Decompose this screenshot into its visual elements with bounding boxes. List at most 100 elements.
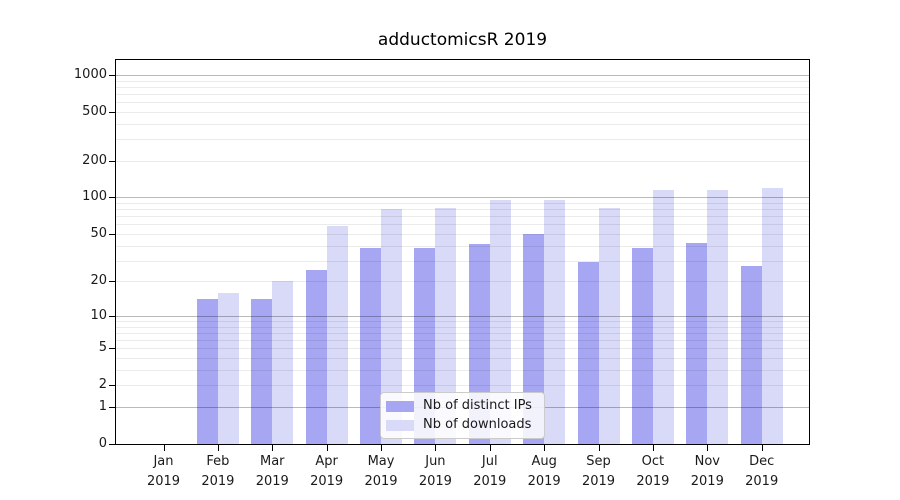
x-tick-nov [707,445,709,451]
bar-distinct-ips-dec [740,265,762,444]
year-label: 2019 [364,474,398,489]
gridline-minor-50 [116,233,809,235]
y-tick-10 [109,315,115,317]
x-tick-aug [544,445,546,451]
y-tick-label-1000: 1000 [73,66,107,82]
y-tick-label-50: 50 [90,225,107,241]
x-tick-may [381,445,383,451]
x-tick-jan [163,445,165,451]
y-tick-500 [109,111,115,113]
legend: Nb of distinct IPs Nb of downloads [380,392,545,439]
legend-swatch-downloads [386,419,414,431]
x-tick-label-aug: Aug 2019 [512,452,576,492]
year-label: 2019 [146,474,181,489]
month-label: Jun [425,454,446,469]
x-tick-label-jan: Jan 2019 [132,452,196,492]
y-tick-label-200: 200 [82,152,107,168]
month-label: Feb [206,454,230,469]
x-tick-label-jun: Jun 2019 [403,452,467,492]
gridline-minor-9 [116,321,809,322]
bar-downloads-nov [707,190,729,444]
y-tick-1 [109,406,115,408]
month-label: Mar [259,454,285,469]
bar-downloads-jul [489,199,511,444]
year-label: 2019 [581,474,616,489]
x-tick-label-dec: Dec 2019 [730,452,794,492]
gridline-minor-400 [116,123,809,125]
y-tick-label-20: 20 [90,273,107,289]
y-tick-5 [109,348,115,350]
legend-row-downloads: Nb of downloads [386,417,540,433]
y-tick-50 [109,233,115,235]
gridline-minor-300 [116,139,809,141]
gridline-minor-800 [116,86,809,88]
bar-distinct-ips-nov [686,243,708,444]
bar-distinct-ips-aug [523,233,545,444]
gridline-minor-4 [116,358,809,360]
gridline-minor-60 [116,224,809,226]
month-label: Jul [481,454,498,469]
x-tick-label-sep: Sep 2019 [567,452,631,492]
gridline-minor-7 [116,332,809,334]
year-label: 2019 [690,474,724,489]
x-tick-label-nov: Nov 2019 [675,452,739,492]
y-tick-label-5: 5 [98,340,107,356]
month-label: Oct [641,454,665,469]
x-tick-label-jul: Jul 2019 [458,452,522,492]
gridline-minor-90 [116,203,809,205]
y-tick-label-1: 1 [98,398,107,414]
bar-downloads-dec [761,187,783,444]
year-label: 2019 [473,474,507,489]
plot-area: Nb of distinct IPs Nb of downloads [115,59,810,445]
chart-title: adductomicsR 2019 [377,30,548,50]
bar-distinct-ips-mar [251,299,273,444]
year-label: 2019 [418,474,452,489]
x-tick-mar [272,445,274,451]
bar-distinct-ips-sep [577,262,599,444]
year-label: 2019 [636,474,670,489]
gridline-major-1000 [116,74,809,76]
x-tick-label-mar: Mar 2019 [240,452,304,492]
year-label: 2019 [527,474,561,489]
gridline-minor-20 [116,281,809,283]
gridline-minor-500 [116,111,809,113]
bar-downloads-mar [272,281,294,444]
bar-downloads-jun [435,207,457,444]
gridline-minor-700 [116,93,809,95]
month-label: Apr [315,454,338,469]
y-tick-label-0: 0 [98,436,107,451]
bar-downloads-feb [217,292,239,444]
y-tick-label-10: 10 [90,307,107,323]
bar-downloads-apr [326,226,348,444]
year-label: 2019 [201,474,235,489]
gridline-minor-40 [116,245,809,247]
gridline-minor-30 [116,260,809,262]
bar-downloads-may [381,209,403,444]
gridline-minor-6 [116,340,809,342]
gridline-minor-8 [116,326,809,328]
legend-label-downloads: Nb of downloads [423,417,532,432]
month-label: Jan [153,454,174,469]
y-tick-20 [109,281,115,283]
gridline-minor-70 [116,216,809,218]
x-tick-sep [598,445,600,451]
month-label: Sep [586,454,611,469]
x-tick-feb [217,445,219,451]
x-tick-label-may: May 2019 [349,452,413,492]
x-tick-label-feb: Feb 2019 [186,452,250,492]
bar-downloads-sep [598,207,620,444]
x-tick-label-apr: Apr 2019 [295,452,359,492]
legend-swatch-distinct-ips [386,400,414,412]
legend-row-distinct-ips: Nb of distinct IPs [386,398,540,414]
y-tick-2 [109,385,115,387]
gridline-minor-5 [116,348,809,350]
year-label: 2019 [255,474,289,489]
gridline-minor-600 [116,102,809,104]
y-tick-label-500: 500 [82,103,107,119]
x-tick-jul [489,445,491,451]
gridline-minor-900 [116,80,809,82]
gridline-major-100 [116,197,809,199]
y-tick-200 [109,160,115,162]
bar-downloads-oct [652,190,674,444]
